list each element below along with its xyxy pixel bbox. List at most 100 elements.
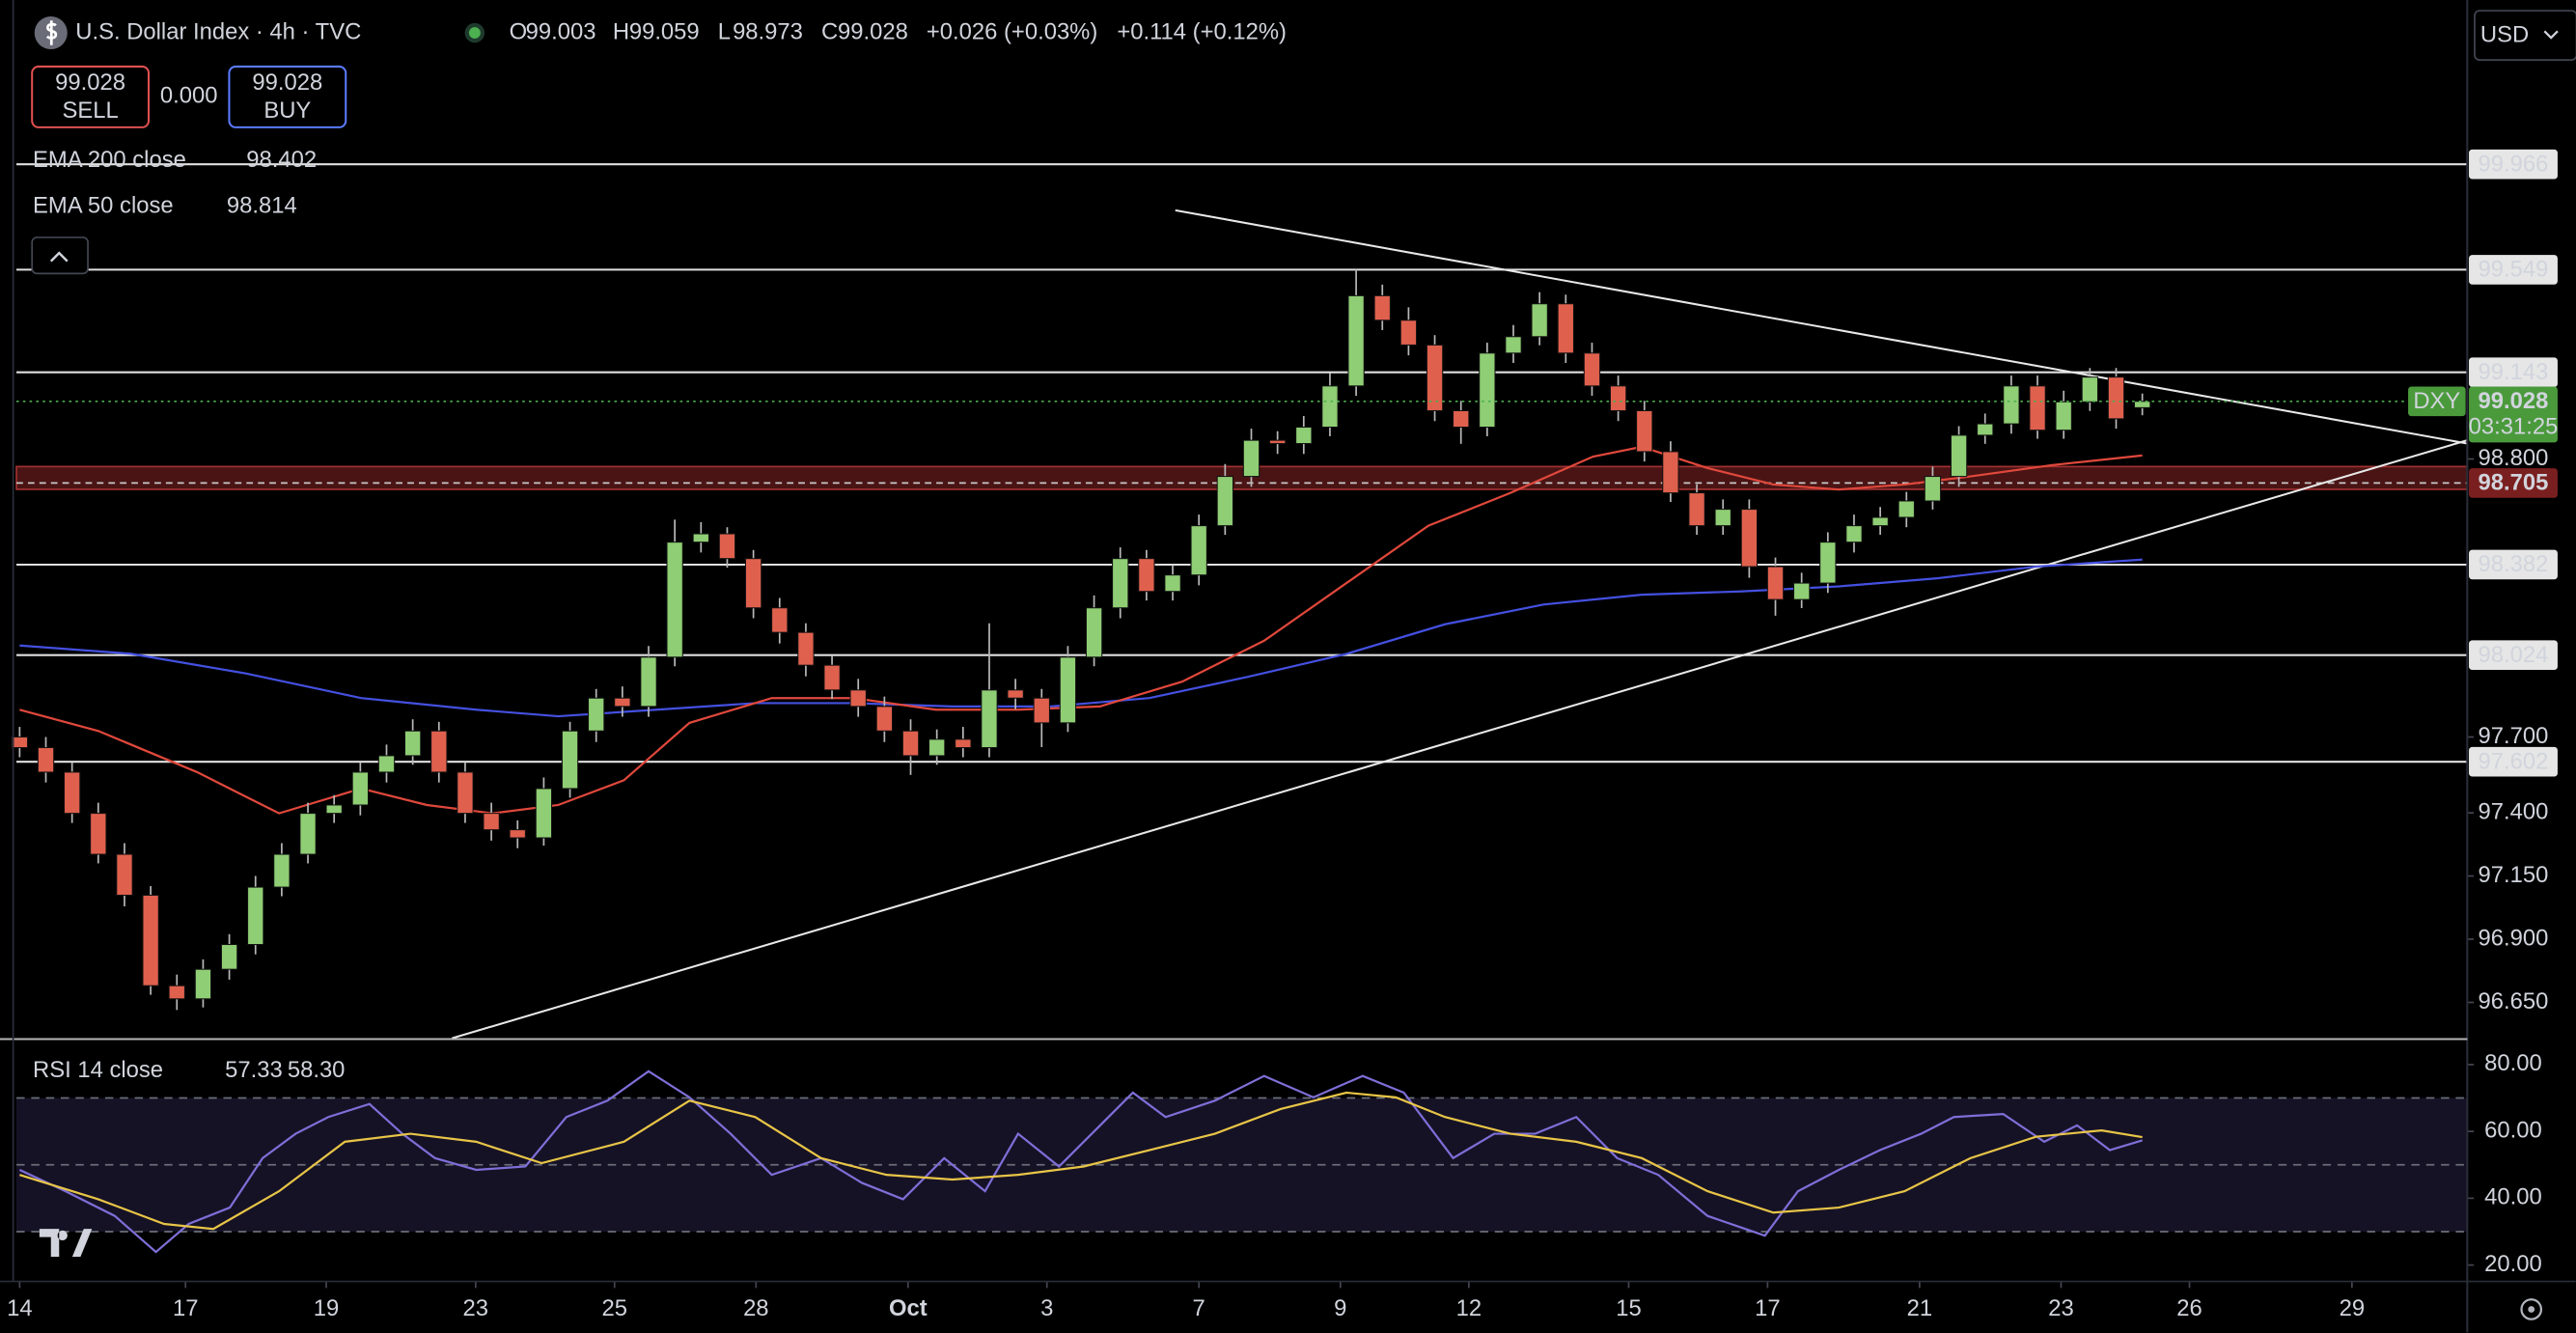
ohlc-letter: C (821, 18, 838, 44)
candle-body (2029, 385, 2046, 431)
candle-body (1845, 525, 1863, 543)
y-tick-label: 98.800 (2479, 445, 2549, 471)
candle-body (2055, 401, 2072, 431)
candle-body (273, 853, 291, 888)
x-tick-label: 19 (314, 1295, 339, 1321)
indicator-name[interactable]: EMA 200 close (33, 147, 186, 173)
x-tick-label: 28 (743, 1295, 768, 1321)
y-tick-label: 97.400 (2479, 798, 2549, 824)
candle-body (247, 886, 264, 946)
candle-body (1426, 344, 1444, 412)
settings-icon[interactable] (2520, 1298, 2543, 1320)
ohlc-letter: L (718, 18, 731, 44)
x-tick-label: 17 (173, 1295, 198, 1321)
candle-body (1321, 385, 1339, 429)
indicator-value: 98.402 (246, 147, 317, 173)
level-tag (2469, 357, 2558, 388)
candle-body (1347, 294, 1365, 387)
candle-body (1714, 509, 1731, 527)
level-tag-label: 99.966 (2479, 151, 2549, 177)
candle-body (1242, 439, 1260, 478)
symbol-tag (2408, 386, 2466, 417)
candle-body (1609, 385, 1627, 412)
candle-body (1190, 525, 1207, 576)
candle-body (1688, 492, 1705, 527)
candle-body (116, 853, 133, 896)
candle-body (928, 738, 946, 757)
ema-line (19, 445, 2143, 815)
x-tick-label: 29 (2340, 1295, 2365, 1321)
currency-select[interactable] (2474, 10, 2576, 61)
candle-body (1033, 697, 1050, 724)
sell-button[interactable] (31, 65, 151, 128)
candle-body (1819, 542, 1837, 584)
candle-body (744, 558, 762, 609)
rsi-y-tick-label: 60.00 (2484, 1117, 2542, 1143)
candle-body (1557, 303, 1574, 354)
level-tag (2469, 255, 2558, 285)
rsi-y-tick-label: 20.00 (2484, 1251, 2542, 1277)
header: U.S. Dollar Index · 4h · TVC O 99.003 H … (34, 16, 1287, 50)
symbol-title[interactable]: U.S. Dollar Index · 4h · TVC (75, 18, 361, 44)
level-tag-label: 98.382 (2479, 551, 2549, 577)
x-tick-label: Oct (889, 1295, 928, 1321)
level-tag (2469, 640, 2558, 671)
candle-body (588, 697, 605, 732)
candle-body (955, 738, 972, 749)
level-tag (2469, 149, 2558, 180)
ohlc-letter: O (510, 18, 528, 44)
sell-price: 99.028 (55, 69, 125, 96)
buy-label: BUY (263, 97, 311, 124)
candle-body (614, 697, 631, 708)
x-tick-label: 26 (2176, 1295, 2202, 1321)
candle-body (403, 730, 422, 757)
y-tick-label: 97.150 (2479, 862, 2549, 888)
candle-body (1164, 574, 1181, 593)
rsi-line (18, 1069, 2143, 1254)
sell-label: SELL (62, 97, 118, 124)
candle-body (220, 944, 238, 970)
level-tag-label: 97.602 (2479, 748, 2549, 774)
x-tick-label: 15 (1616, 1295, 1641, 1321)
candle-body (771, 607, 789, 633)
candle-body (1793, 582, 1811, 600)
candle-body (194, 968, 212, 1000)
x-tick-label: 12 (1456, 1295, 1482, 1321)
y-tick-label: 96.650 (2479, 988, 2549, 1014)
indicator-name[interactable]: EMA 50 close (33, 193, 174, 219)
rsi-value: 57.33 (225, 1057, 283, 1083)
candle-body (1399, 319, 1418, 346)
candle-body (1897, 500, 1915, 518)
buy-button[interactable] (228, 65, 347, 128)
candle-body (64, 771, 81, 815)
candle-body (1766, 566, 1785, 600)
candle-body (1924, 476, 1942, 502)
candle-body (299, 813, 317, 855)
spread: 0.000 (160, 83, 218, 109)
y-tick-label: 97.700 (2479, 723, 2549, 749)
ohlc-value: 98.973 (733, 18, 803, 44)
candle-body (1138, 558, 1155, 593)
level-tag (2469, 549, 2558, 580)
logo[interactable] (39, 1229, 93, 1258)
x-tick-label: 3 (1040, 1295, 1053, 1321)
candle-body (1871, 516, 1889, 527)
candle-body (1583, 352, 1601, 387)
candle-body (1007, 689, 1024, 699)
ohlc-letter: H (613, 18, 629, 44)
collapse-button[interactable] (31, 236, 89, 275)
candle-body (849, 689, 867, 708)
zone (15, 465, 2469, 490)
candle-body (666, 542, 683, 658)
rsi-name[interactable]: RSI 14 close (33, 1057, 163, 1083)
ohlc-value: 99.059 (629, 18, 700, 44)
candle-body (1977, 423, 1994, 436)
trendline (452, 439, 2468, 1040)
candle-body (1453, 409, 1470, 429)
rsi-y-tick-label: 40.00 (2484, 1184, 2542, 1210)
trade-panel: 99.028 SELL 0.000 99.028 BUY (31, 65, 347, 128)
candle-body (535, 788, 553, 839)
candle-body (1636, 409, 1653, 453)
candle-body (457, 771, 474, 815)
candle-body (1531, 303, 1548, 338)
